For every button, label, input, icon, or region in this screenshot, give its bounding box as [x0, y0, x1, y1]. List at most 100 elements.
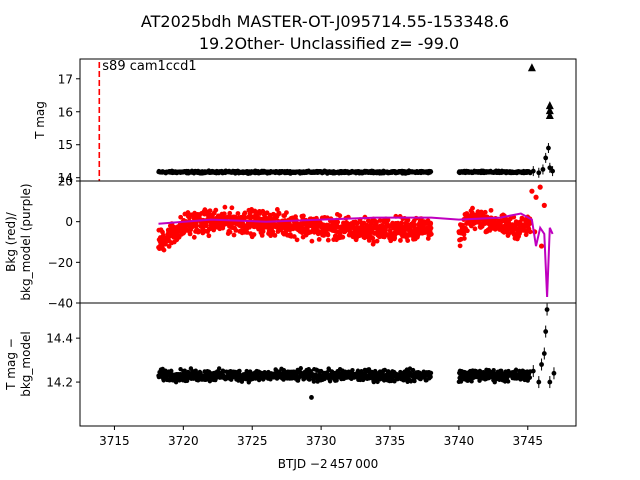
data-point	[499, 368, 504, 373]
data-point	[410, 367, 416, 373]
bkg-point	[354, 220, 360, 226]
chart-title-line2: 19.2Other- Unclassified z= -99.0	[199, 34, 459, 53]
data-point	[428, 169, 434, 174]
x-tick-label: 3730	[306, 434, 337, 448]
data-point	[289, 376, 295, 381]
bkg-point	[461, 236, 467, 241]
data-point	[428, 370, 434, 376]
bkg-point	[428, 225, 434, 231]
y-tick-label: −40	[48, 297, 73, 311]
data-point	[311, 379, 317, 384]
bkg-point	[370, 235, 376, 241]
bkg-point	[482, 209, 488, 215]
data-point	[544, 307, 550, 312]
data-point	[216, 366, 222, 371]
y-tick-label: 0	[65, 215, 73, 229]
bkg-point	[166, 243, 172, 249]
bkg-point	[244, 230, 250, 235]
data-point	[536, 379, 542, 385]
bkg-point	[405, 217, 411, 223]
bkg-point	[470, 205, 475, 211]
y-axis-label-line: T mag −	[4, 338, 18, 391]
bkg-point	[527, 229, 533, 235]
data-point	[375, 379, 380, 385]
y-axis-label-line: bkg_model (purple)	[19, 183, 33, 300]
axes-frame	[79, 302, 577, 427]
bkg-point	[206, 233, 212, 239]
data-point	[530, 368, 536, 374]
bkg-point	[294, 237, 300, 243]
data-point	[169, 368, 174, 374]
bkg-point	[374, 238, 380, 244]
x-tick-label: 3720	[168, 434, 199, 448]
bkg-point	[457, 243, 463, 249]
bkg-point	[272, 232, 278, 238]
data-point	[550, 168, 555, 174]
y-tick-label: 15	[58, 138, 73, 152]
bkg-point	[235, 211, 241, 216]
x-tick-label: 3725	[237, 434, 268, 448]
bkg-point	[398, 238, 403, 243]
data-point	[477, 378, 482, 383]
data-point	[530, 168, 536, 174]
bkg-point	[309, 238, 315, 244]
bkg-point	[233, 227, 239, 233]
upper-limit-marker	[545, 101, 554, 110]
x-tick-label: 3745	[513, 434, 544, 448]
bkg-point	[207, 226, 213, 232]
bkg-point	[337, 213, 343, 219]
chart-title-line1: AT2025bdh MASTER-OT-J095714.55-153348.6	[141, 12, 509, 31]
data-point	[298, 366, 303, 371]
bkg-point	[541, 202, 547, 208]
y-tick-label: 17	[58, 72, 73, 86]
bkg-point	[340, 234, 346, 240]
bkg-point	[231, 232, 237, 238]
bkg-point	[472, 226, 478, 232]
bkg-point	[428, 231, 434, 237]
data-point	[541, 351, 547, 356]
sector-marker-label: s89 cam1ccd1	[102, 59, 196, 74]
bkg-point	[314, 225, 320, 230]
data-point	[547, 165, 553, 171]
bkg-point	[316, 237, 322, 242]
bkg-point	[276, 211, 282, 217]
data-point	[543, 155, 549, 161]
data-point	[237, 368, 242, 374]
x-tick-label: 3715	[99, 434, 130, 448]
data-point	[551, 370, 557, 376]
bkg-point	[227, 210, 233, 216]
data-point	[309, 395, 314, 400]
upper-limit-marker	[545, 111, 554, 120]
bkg-point	[428, 220, 434, 226]
y-axis-label: T mag	[33, 101, 47, 140]
bkg-point	[191, 234, 197, 240]
bkg-point	[221, 211, 227, 217]
bkg-point	[161, 247, 167, 253]
data-point	[173, 379, 179, 385]
bkg-point	[325, 232, 331, 238]
x-axis-label: BTJD −2 457 000	[278, 457, 378, 471]
upper-limit-marker	[527, 63, 536, 72]
bkg-point	[533, 194, 539, 200]
y-tick-label: 14.4	[46, 332, 73, 346]
bkg-point	[207, 208, 213, 214]
upper-limit-marker	[545, 106, 554, 115]
data-point	[350, 367, 355, 373]
bkg-point	[222, 204, 228, 210]
bkg-point	[387, 228, 393, 233]
bkg-point	[229, 205, 235, 211]
x-tick-label: 3735	[375, 434, 406, 448]
bkg-point	[284, 210, 289, 215]
y-axis-label: Bkg (red)/bkg_model (purple)	[4, 183, 33, 300]
bkg-point	[301, 213, 306, 219]
data-point	[491, 367, 496, 373]
lightcurve-points	[156, 63, 555, 178]
bkg-point	[242, 210, 248, 216]
bkg-point	[385, 217, 391, 223]
data-point	[547, 379, 553, 385]
bkg-point	[335, 219, 341, 225]
bkg-point	[464, 228, 470, 234]
data-point	[539, 362, 544, 367]
x-tick-label: 3740	[444, 434, 475, 448]
bkg-point	[488, 207, 494, 213]
